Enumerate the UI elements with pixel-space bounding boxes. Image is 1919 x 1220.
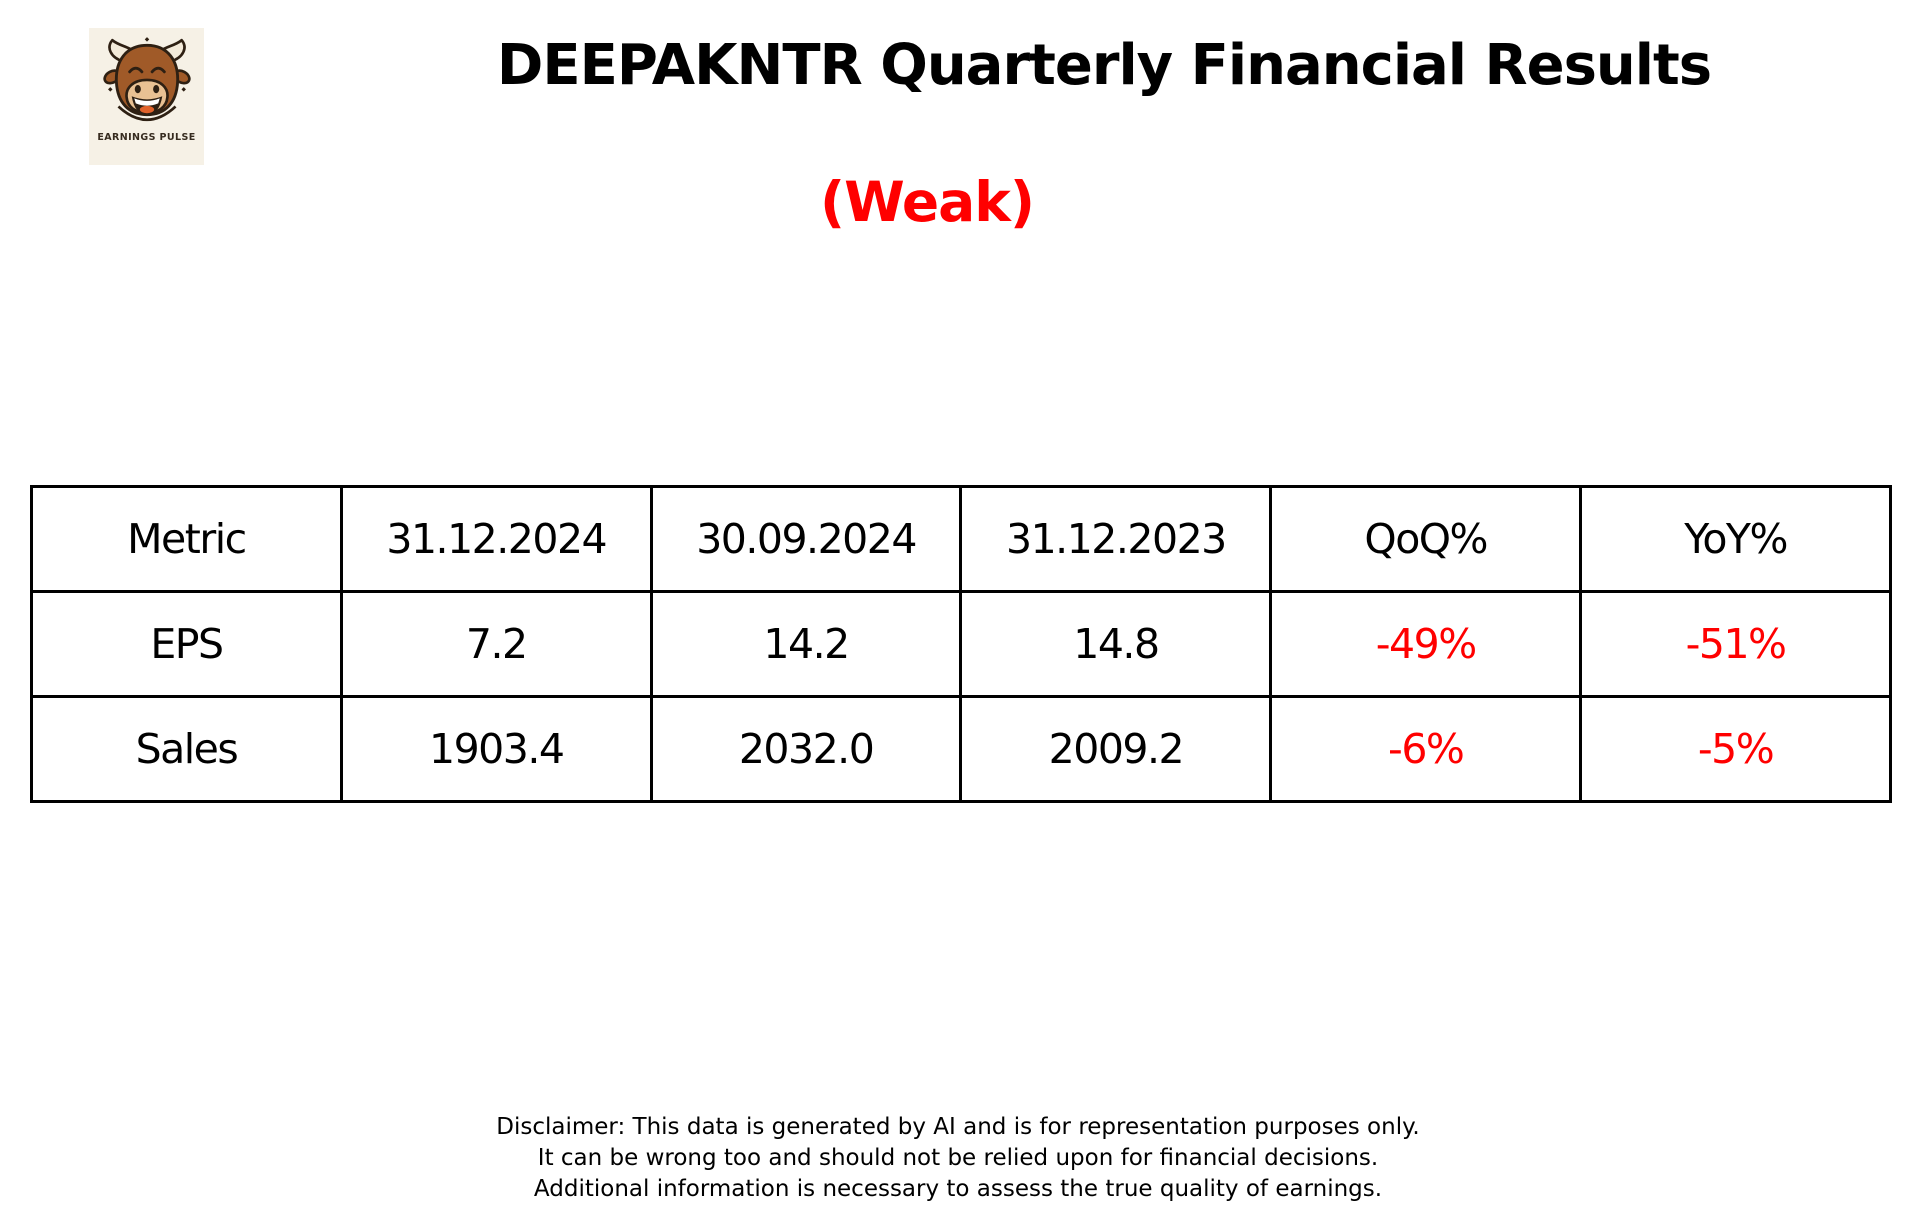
bull-icon [102, 37, 191, 121]
header-cell-yoy: YoY% [1579, 485, 1892, 593]
quarterly-results-table: Metric 31.12.2024 30.09.2024 31.12.2023 … [30, 485, 1892, 803]
disclaimer-line: Additional information is necessary to a… [533, 1176, 1383, 1202]
disclaimer-line: It can be wrong too and should not be re… [537, 1145, 1379, 1171]
page-title: DEEPAKNTR Quarterly Financial Results [496, 33, 1712, 98]
table-header-row: Metric 31.12.2024 30.09.2024 31.12.2023 … [30, 485, 1892, 593]
cell-sales-previous: 2032.0 [649, 695, 963, 803]
disclaimer: Disclaimer: This data is generated by AI… [496, 1112, 1419, 1205]
cell-sales-yearago: 2009.2 [959, 695, 1273, 803]
cell-sales-current: 1903.4 [339, 695, 653, 803]
cell-eps-current: 7.2 [339, 590, 653, 698]
cell-eps-previous: 14.2 [649, 590, 963, 698]
header-cell-qoq: QoQ% [1269, 485, 1583, 593]
header-cell-q-current: 31.12.2024 [339, 485, 653, 593]
cell-sales-label: Sales [30, 695, 343, 803]
cell-sales-qoq: -6% [1269, 695, 1583, 803]
header-cell-q-previous: 30.09.2024 [649, 485, 963, 593]
table-row-sales: Sales 1903.4 2032.0 2009.2 -6% -5% [30, 695, 1892, 803]
earnings-pulse-logo: EARNINGS PULSE [89, 28, 204, 165]
cell-eps-yoy: -51% [1579, 590, 1892, 698]
table-row-eps: EPS 7.2 14.2 14.8 -49% -51% [30, 590, 1892, 698]
cell-eps-yearago: 14.8 [959, 590, 1273, 698]
cell-sales-yoy: -5% [1579, 695, 1892, 803]
header-cell-q-yearago: 31.12.2023 [959, 485, 1273, 593]
cell-eps-qoq: -49% [1269, 590, 1583, 698]
logo-brand-text: EARNINGS PULSE [97, 132, 196, 143]
disclaimer-line: Disclaimer: This data is generated by AI… [496, 1114, 1420, 1140]
header-cell-metric: Metric [30, 485, 343, 593]
verdict-label: (Weak) [820, 170, 1035, 234]
cell-eps-label: EPS [30, 590, 343, 698]
